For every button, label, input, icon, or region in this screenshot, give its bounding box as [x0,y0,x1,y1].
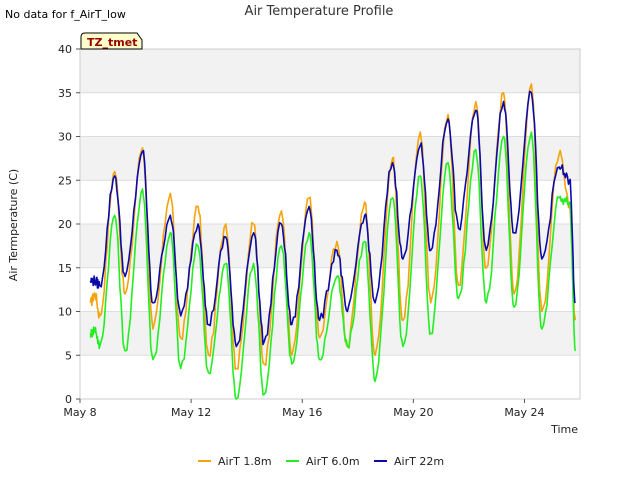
grid-band [80,224,580,268]
grid-band [80,49,580,93]
legend-label: AirT 22m [394,455,444,468]
y-axis: 0 5 10 15 20 25 30 35 40 [58,43,80,406]
y-tick-label: 20 [58,218,72,231]
series-line-3 [89,90,576,348]
legend: AirT 1.8m AirT 6.0m AirT 22m [198,455,444,468]
chart-title: Air Temperature Profile [245,4,394,19]
y-tick-label: 0 [65,393,72,406]
y-tick-label: 40 [58,43,72,56]
x-tick-label: May 20 [393,406,433,419]
x-tick-label: May 8 [63,406,96,419]
grid-band [80,355,580,399]
grid-band [80,180,580,224]
y-tick-label: 15 [58,262,72,275]
series-layer [89,83,577,400]
y-tick-label: 30 [58,131,72,144]
y-tick-label: 10 [58,306,72,319]
grid-band [80,92,580,137]
site-label: TZ_tmet [87,36,137,49]
grid-band [80,311,580,356]
x-axis: May 8 May 12 May 16 May 20 May 24 [63,399,545,419]
y-axis-title: Air Termperature (C) [7,169,20,281]
x-tick-label: May 24 [504,406,544,419]
no-data-note: No data for f_AirT_low [5,8,126,21]
legend-label: AirT 6.0m [306,455,360,468]
legend-label: AirT 1.8m [218,455,272,468]
series-line-2 [89,131,577,400]
site-label-badge: TZ_tmet [80,32,143,50]
y-tick-label: 25 [58,174,72,187]
x-axis-title: Time [550,423,578,436]
x-tick-label: May 16 [282,406,322,419]
x-tick-label: May 12 [171,406,211,419]
y-tick-label: 35 [58,87,72,100]
y-tick-label: 5 [65,349,72,362]
site-label-box [80,32,143,50]
